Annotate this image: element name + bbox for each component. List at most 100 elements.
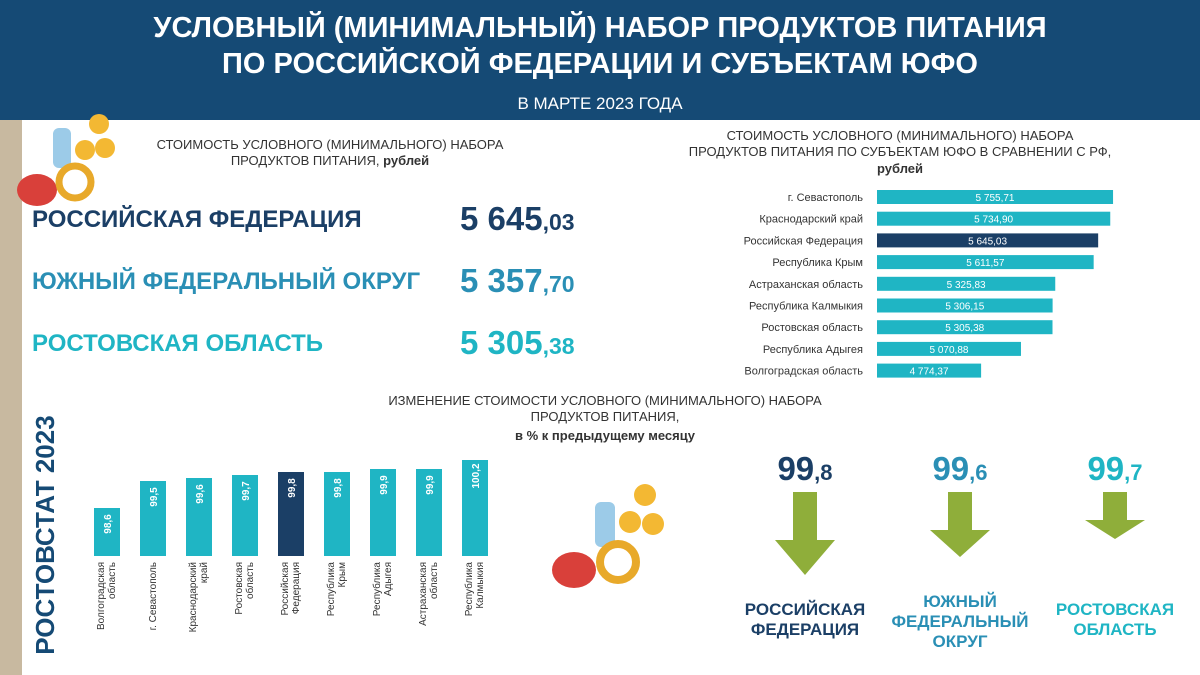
y-tick-label: г. Севастополь: [788, 192, 863, 204]
change-fraction: ,7: [1124, 460, 1143, 485]
value-label: 5 645,03: [968, 236, 1007, 247]
cost-fraction: ,70: [542, 271, 575, 297]
chart-subtitle: в % к предыдущему месяцу: [515, 428, 695, 443]
value-label: 99,5: [149, 487, 160, 507]
cost-main: 5 357: [460, 262, 543, 299]
y-tick-label: Волгоградская область: [744, 366, 863, 378]
value-label: 99,9: [379, 475, 390, 495]
value-label: 4 774,37: [910, 367, 949, 378]
bar: [877, 233, 1099, 248]
bar: [324, 472, 350, 556]
change-main: 99: [777, 450, 815, 487]
bar: [140, 481, 166, 556]
y-tick-label: Краснодарский край: [759, 214, 863, 226]
change-value: 99,8: [745, 450, 865, 488]
bar: [416, 469, 442, 556]
x-tick-label: Российская Федерация: [280, 562, 302, 616]
change-fraction: ,6: [969, 460, 988, 485]
chart-title: ИЗМЕНЕНИЕ СТОИМОСТИ УСЛОВНОГО (МИНИМАЛЬН…: [388, 393, 822, 424]
cost-title-text: СТОИМОСТЬ УСЛОВНОГО (МИНИМАЛЬНОГО) НАБОР…: [156, 137, 504, 168]
bar: [370, 469, 396, 556]
bar: [877, 211, 1111, 226]
change-label: РОСТОВСКАЯ ОБЛАСТЬ: [1055, 600, 1175, 639]
value-label: 100,2: [471, 463, 482, 488]
y-tick-label: Ростовская область: [761, 322, 863, 334]
y-tick-label: Астраханская область: [749, 279, 863, 291]
title-line: ПО РОССИЙСКОЙ ФЕДЕРАЦИИ И СУБЪЕКТАМ ЮФО: [222, 48, 978, 80]
value-label: 5 306,15: [945, 302, 984, 313]
cost-fraction: ,03: [542, 209, 575, 235]
value-label: 99,7: [241, 481, 252, 501]
y-tick-label: Республика Крым: [772, 257, 863, 269]
food-icon: [17, 114, 115, 206]
chart-subtitle: рублей: [876, 161, 923, 176]
x-tick-label: Ростовская область: [234, 562, 256, 615]
x-tick-label: Астраханская область: [418, 562, 440, 626]
bar: [462, 460, 488, 556]
value-label: 5 305,38: [945, 323, 984, 334]
bar: [877, 320, 1053, 335]
bar: [877, 341, 1021, 356]
value-label: 5 611,57: [966, 258, 1005, 269]
bar: [232, 475, 258, 556]
change-main: 99: [1087, 450, 1125, 487]
cost-unit: рублей: [383, 153, 430, 168]
bar: [877, 255, 1094, 270]
value-label: 5 734,90: [974, 215, 1013, 226]
title-line: УСЛОВНЫЙ (МИНИМАЛЬНЫЙ) НАБОР ПРОДУКТОВ П…: [153, 12, 1047, 44]
region-name: ЮЖНЫЙ ФЕДЕРАЛЬНЫЙ ОКРУГ: [32, 268, 421, 295]
region-name: РОСТОВСКАЯ ОБЛАСТЬ: [32, 330, 324, 357]
change-main: 99: [932, 450, 970, 487]
x-tick-label: Республика Адыгея: [372, 562, 394, 617]
value-label: 98,6: [103, 514, 114, 534]
value-label: 5 755,71: [976, 193, 1015, 204]
cost-title: СТОИМОСТЬ УСЛОВНОГО (МИНИМАЛЬНОГО) НАБОР…: [110, 137, 550, 169]
change-label: ЮЖНЫЙ ФЕДЕРАЛЬНЫЙ ОКРУГ: [891, 592, 1029, 651]
region-cost: 5 645,03: [460, 200, 575, 238]
region-cost: 5 305,38: [460, 324, 575, 362]
down-arrow: [1085, 492, 1145, 539]
bar: [186, 478, 212, 556]
x-tick-label: Краснодарский край: [188, 562, 210, 633]
title: УСЛОВНЫЙ (МИНИМАЛЬНЫЙ) НАБОР ПРОДУКТОВ П…: [0, 10, 1200, 82]
side-strip: [0, 120, 22, 675]
value-label: 99,6: [195, 484, 206, 504]
subtitle: В МАРТЕ 2023 ГОДА: [517, 94, 683, 113]
bar: [877, 298, 1053, 313]
region-cost: 5 357,70: [460, 262, 575, 300]
value-label: 99,8: [287, 478, 298, 498]
header: [0, 0, 1200, 120]
region-name: РОССИЙСКАЯ ФЕДЕРАЦИЯ: [32, 206, 362, 233]
chart-title: СТОИМОСТЬ УСЛОВНОГО (МИНИМАЛЬНОГО) НАБОР…: [688, 128, 1112, 159]
cost-main: 5 645: [460, 200, 543, 237]
bar: [278, 472, 304, 556]
value-label: 99,8: [333, 478, 344, 498]
cost-main: 5 305: [460, 324, 543, 361]
change-value: 99,6: [900, 450, 1020, 488]
bar: [877, 363, 982, 378]
x-tick-label: Республика Калмыкия: [464, 562, 486, 617]
bar: [877, 190, 1114, 204]
value-label: 5 070,88: [930, 345, 969, 356]
y-tick-label: Республика Адыгея: [763, 344, 863, 356]
y-tick-label: Российская Федерация: [744, 235, 863, 247]
value-label: 5 325,83: [947, 280, 986, 291]
x-tick-label: Республика Крым: [326, 562, 348, 617]
bar: [877, 276, 1056, 291]
value-label: 99,9: [425, 475, 436, 495]
cost-fraction: ,38: [542, 333, 575, 359]
y-tick-label: Республика Калмыкия: [749, 301, 863, 313]
x-tick-label: Волгоградская область: [96, 562, 118, 631]
x-tick-label: г. Севастополь: [147, 562, 159, 631]
change-fraction: ,8: [814, 460, 833, 485]
change-label: РОССИЙСКАЯ ФЕДЕРАЦИЯ: [744, 600, 866, 639]
change-value: 99,7: [1055, 450, 1175, 488]
bar: [94, 508, 120, 556]
food-icon: [552, 484, 664, 588]
down-arrow: [930, 492, 990, 557]
down-arrow: [775, 492, 835, 575]
